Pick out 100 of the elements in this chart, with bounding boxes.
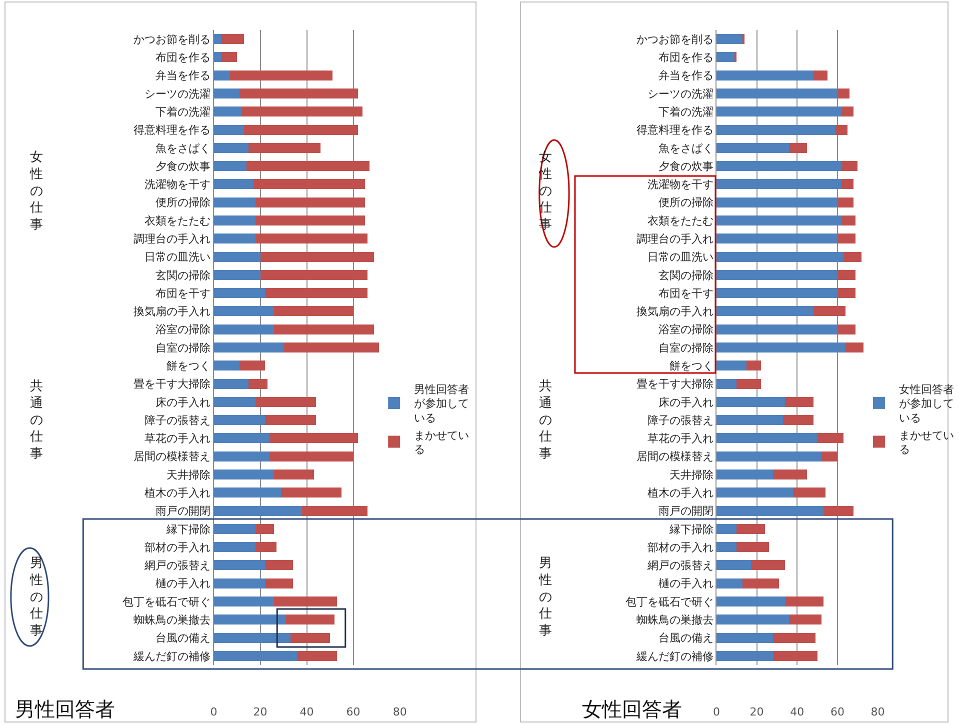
bar bbox=[246, 161, 370, 172]
bar bbox=[214, 378, 249, 389]
bar bbox=[214, 88, 240, 98]
bar bbox=[716, 451, 822, 462]
y-tick-label: 網戸の張替え bbox=[646, 559, 714, 572]
bar bbox=[214, 451, 270, 462]
y-tick-label: 障子の張替え bbox=[144, 414, 211, 427]
y-tick-label: かつお節を削る bbox=[134, 32, 211, 46]
bar bbox=[785, 596, 824, 606]
y-tick-label: 包丁を砥石で研ぐ bbox=[122, 595, 211, 608]
y-tick-label: 浴室の掃除 bbox=[658, 323, 714, 336]
bar bbox=[256, 396, 316, 407]
y-tick-label: 弁当を作る bbox=[658, 69, 714, 82]
bar bbox=[214, 161, 246, 172]
bar bbox=[253, 179, 365, 190]
bar bbox=[837, 234, 856, 244]
bar bbox=[837, 197, 854, 208]
bar bbox=[742, 578, 779, 588]
bar bbox=[214, 396, 256, 407]
bar bbox=[256, 542, 277, 552]
bar bbox=[214, 234, 256, 244]
bar bbox=[821, 451, 838, 462]
y-tick-label: 餅をつく bbox=[669, 359, 714, 372]
y-tick-label: 天井掃除 bbox=[669, 468, 714, 482]
y-tick-label: 弁当を作る bbox=[156, 69, 211, 82]
y-tick-label: 畳を干す大掃除 bbox=[134, 378, 211, 391]
x-tick-label: 40 bbox=[300, 705, 314, 718]
bar bbox=[214, 578, 265, 588]
y-tick-label: 縁下掃除 bbox=[668, 522, 714, 536]
x-tick-label: 60 bbox=[346, 705, 360, 718]
y-tick-label: 緩んだ釘の補修 bbox=[635, 650, 714, 663]
y-tick-label: 台風の備え bbox=[658, 632, 714, 645]
bar bbox=[256, 524, 274, 534]
y-tick-label: 布団を干す bbox=[658, 286, 714, 300]
y-tick-label: 部材の手入れ bbox=[647, 540, 714, 554]
y-tick-label: 下着の洗濯 bbox=[156, 105, 211, 118]
bar bbox=[716, 306, 814, 316]
bar bbox=[214, 197, 256, 208]
bar bbox=[281, 488, 342, 498]
bar bbox=[846, 342, 864, 352]
bar bbox=[716, 216, 842, 226]
bar bbox=[214, 142, 249, 153]
y-tick-label: 植木の手入れ bbox=[647, 486, 714, 500]
bar bbox=[260, 252, 374, 262]
bar bbox=[793, 488, 826, 498]
y-tick-label: 樋の手入れ bbox=[156, 577, 211, 590]
bar bbox=[264, 288, 368, 298]
bar bbox=[260, 270, 368, 280]
bar bbox=[837, 88, 850, 98]
bar bbox=[290, 632, 330, 643]
y-tick-label: 雨戸の開閉 bbox=[658, 504, 714, 518]
y-tick-label: 蜘蛛鳥の巣撤去 bbox=[636, 613, 714, 626]
y-tick-label: 網戸の張替え bbox=[144, 559, 211, 572]
y-tick-label: 床の手入れ bbox=[156, 396, 211, 409]
y-tick-label: 魚をさばく bbox=[658, 142, 714, 155]
bar bbox=[716, 179, 842, 190]
x-tick-label: 40 bbox=[790, 705, 804, 718]
bar bbox=[716, 470, 773, 480]
bar bbox=[716, 270, 838, 280]
bar bbox=[248, 142, 321, 153]
bar bbox=[736, 542, 769, 552]
bar bbox=[214, 650, 298, 661]
x-tick-label: 0 bbox=[210, 705, 218, 718]
bar bbox=[239, 360, 265, 371]
y-tick-label: 緩んだ釘の補修 bbox=[132, 650, 211, 663]
bar bbox=[256, 234, 368, 244]
bar bbox=[716, 252, 844, 262]
bar bbox=[716, 124, 836, 135]
bar bbox=[783, 415, 814, 426]
y-tick-label: 便所の掃除 bbox=[658, 196, 714, 210]
legend-label: まかせている bbox=[898, 428, 954, 456]
y-tick-label: 蜘蛛鳥の巣撤去 bbox=[134, 613, 211, 626]
bar bbox=[841, 216, 856, 226]
text: 女性の仕事 bbox=[29, 150, 43, 233]
bar bbox=[214, 488, 282, 498]
y-tick-label: 洗濯物を干す bbox=[647, 178, 714, 192]
text: 男性の仕事 bbox=[538, 556, 552, 639]
bar bbox=[214, 360, 240, 371]
bar bbox=[772, 470, 808, 480]
y-tick-label: 包丁を砥石で研ぐ bbox=[625, 595, 714, 608]
y-tick-label: 得意料理を作る bbox=[134, 124, 211, 137]
y-tick-label: 調理台の手入れ bbox=[134, 232, 211, 246]
bar bbox=[716, 632, 773, 643]
bar bbox=[813, 70, 828, 80]
y-tick-label: 畳を干す大掃除 bbox=[636, 378, 714, 391]
bar bbox=[256, 197, 365, 208]
x-tick-label: 20 bbox=[253, 705, 268, 718]
bar bbox=[274, 470, 314, 480]
y-tick-label: 布団を作る bbox=[156, 51, 211, 64]
bar bbox=[844, 252, 862, 262]
y-tick-label: 植木の手入れ bbox=[144, 486, 211, 500]
bar bbox=[214, 324, 274, 334]
bar bbox=[716, 52, 735, 62]
bar bbox=[214, 252, 260, 262]
text: 男性回答者 bbox=[15, 697, 115, 721]
bar bbox=[248, 378, 268, 389]
bar bbox=[270, 451, 354, 462]
y-tick-label: シーツの洗濯 bbox=[647, 87, 714, 100]
bar bbox=[220, 34, 244, 44]
y-tick-label: 玄関の掃除 bbox=[156, 268, 211, 282]
